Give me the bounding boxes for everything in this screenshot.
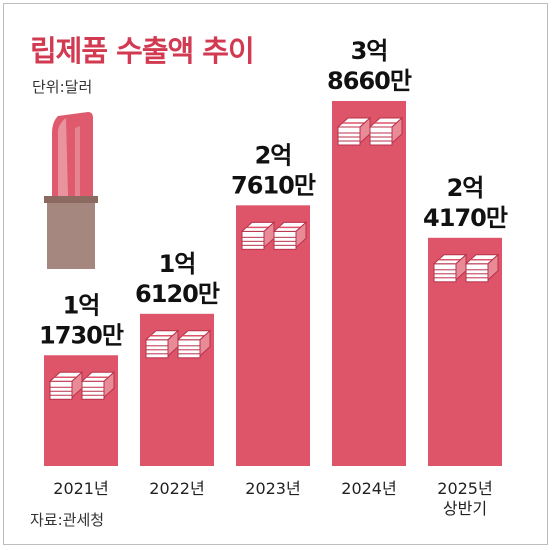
- money-stack-icon: [336, 116, 404, 146]
- value-label: 7610만: [231, 171, 316, 199]
- x-tick-label: 상반기: [443, 499, 487, 518]
- x-tick-label: 2023년: [245, 479, 300, 498]
- money-stack-icon: [432, 253, 500, 283]
- unit-label: 단위:달러: [32, 78, 93, 96]
- value-label: 4170만: [423, 204, 508, 232]
- value-label: 2억: [447, 174, 484, 202]
- source-label: 자료:관세청: [30, 511, 105, 529]
- value-label: 1억: [159, 250, 196, 278]
- value-label: 2억: [255, 141, 292, 169]
- x-tick-label: 2024년: [341, 479, 396, 498]
- value-label: 1730만: [39, 321, 124, 349]
- money-stack-icon: [240, 221, 308, 250]
- value-label: 1억: [63, 291, 100, 319]
- chart-title: 립제품 수출액 추이: [30, 34, 255, 68]
- value-label: 3억: [351, 37, 388, 65]
- x-tick-label: 2022년: [149, 479, 204, 498]
- bar-3: [332, 101, 406, 466]
- lipstick-icon: [44, 112, 98, 269]
- money-stack-icon: [48, 371, 116, 400]
- money-stack-icon: [144, 329, 212, 359]
- x-tick-label: 2021년: [53, 479, 108, 498]
- value-label: 8660만: [327, 67, 412, 95]
- x-tick-label: 2025년: [437, 479, 492, 498]
- value-label: 6120만: [135, 280, 220, 308]
